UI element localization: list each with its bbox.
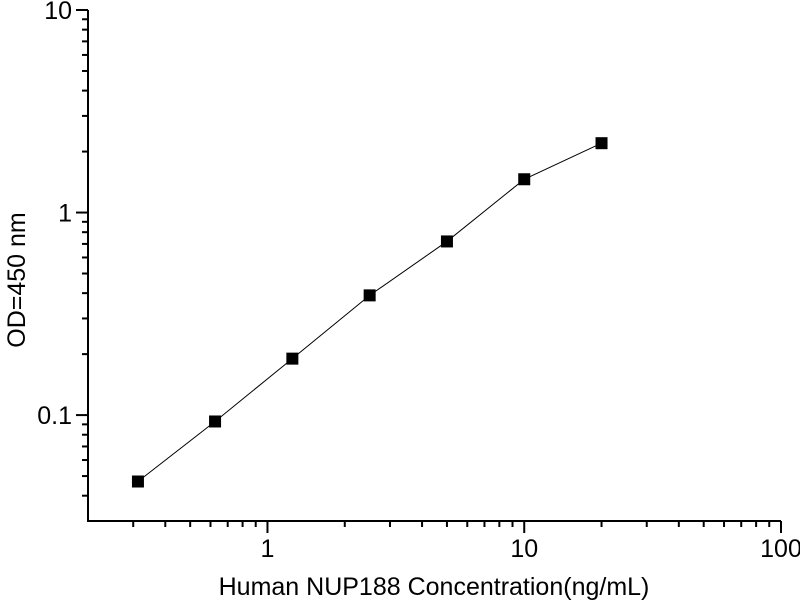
data-point-marker [440, 235, 453, 248]
x-tick-label: 1 [261, 535, 275, 563]
data-point-marker [131, 475, 144, 488]
data-point-marker [209, 415, 222, 428]
data-point-marker [286, 352, 299, 365]
x-tick-label: 100 [760, 535, 800, 563]
data-point-marker [518, 173, 531, 186]
x-tick-label: 10 [510, 535, 538, 563]
data-point-marker [363, 289, 376, 302]
y-tick-label: 1 [58, 200, 72, 228]
plot-area: 1 10 100 0.1 1 10 [37, 0, 800, 563]
series-line [137, 142, 602, 482]
y-tick-label: 0.1 [37, 402, 72, 430]
y-tick-label: 10 [44, 0, 72, 25]
x-axis-title: Human NUP188 Concentration(ng/mL) [219, 573, 650, 600]
data-point-marker [595, 137, 608, 150]
y-axis-title: OD=450 nm [3, 212, 31, 348]
